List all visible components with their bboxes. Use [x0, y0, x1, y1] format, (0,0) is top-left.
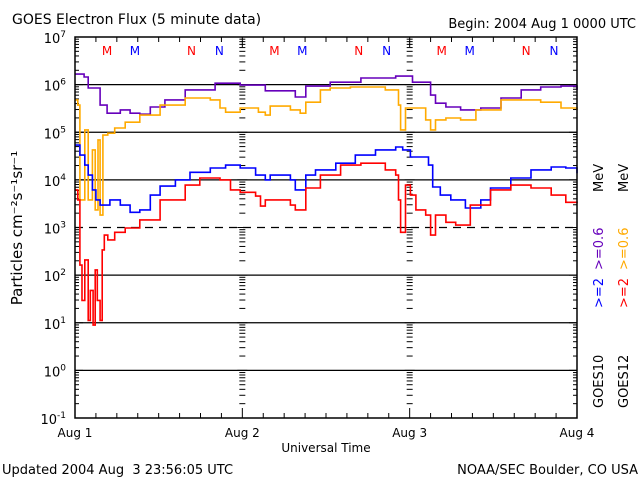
legend-unit-goes10: MeV — [592, 164, 607, 192]
y-tick-label: 10-1 — [40, 411, 66, 428]
updated-timestamp: Updated 2004 Aug 3 23:56:05 UTC — [2, 463, 233, 478]
series-goes10-2-mev — [75, 144, 578, 214]
legend-goes10: GOES10 — [592, 355, 607, 408]
y-tick-label: 107 — [44, 30, 66, 47]
legend: GOES10 GOES12 >=2 >=2 >=0.6 >=0.6 MeV Me… — [592, 164, 632, 408]
y-tick-label: 101 — [44, 316, 66, 333]
marker-n: N — [549, 44, 558, 58]
y-tick-labels: 107 106 105 104 103 102 101 100 10-1 — [40, 30, 66, 428]
series-goes12-2-mev — [75, 162, 578, 326]
y-tick-label: 100 — [44, 363, 67, 380]
marker-m: M — [464, 44, 474, 58]
plot-frame — [74, 36, 578, 419]
gridlines — [75, 84, 577, 371]
marker-n: N — [354, 44, 363, 58]
x-tick-label: Aug 2 — [225, 426, 260, 440]
x-tick-labels: Aug 1 Aug 2 Aug 3 Aug 4 — [58, 426, 595, 440]
chart-title: GOES Electron Flux (5 minute data) — [12, 12, 261, 28]
legend-goes12: GOES12 — [617, 355, 632, 408]
marker-n: N — [522, 44, 531, 58]
begin-label: Begin: 2004 Aug 1 0000 UTC — [448, 17, 636, 32]
legend-goes12-high: >=2 — [617, 278, 632, 308]
marker-n: N — [187, 44, 196, 58]
x-axis-label: Universal Time — [281, 441, 370, 455]
legend-goes10-high: >=2 — [592, 278, 607, 308]
y-tick-label: 106 — [44, 78, 67, 95]
y-tick-label: 104 — [44, 173, 67, 190]
y-tick-label: 102 — [44, 268, 66, 285]
series-goes12-0-6-mev — [75, 86, 578, 216]
marker-m: M — [130, 44, 140, 58]
marker-n: N — [215, 44, 224, 58]
x-tick-label: Aug 4 — [560, 426, 595, 440]
series-lines — [75, 73, 578, 326]
x-tick-label: Aug 1 — [58, 426, 93, 440]
legend-goes12-low: >=0.6 — [617, 228, 632, 270]
marker-m: M — [102, 44, 112, 58]
y-tick-label: 105 — [44, 125, 66, 142]
marker-n: N — [382, 44, 391, 58]
y-axis-label: Particles cm⁻²s⁻¹sr⁻¹ — [8, 151, 26, 305]
marker-m: M — [297, 44, 307, 58]
legend-goes10-low: >=0.6 — [592, 228, 607, 270]
marker-m: M — [269, 44, 279, 58]
y-tick-label: 103 — [44, 221, 66, 238]
credit-label: NOAA/SEC Boulder, CO USA — [457, 463, 638, 478]
x-tick-label: Aug 3 — [392, 426, 427, 440]
marker-m: M — [437, 44, 447, 58]
legend-unit-goes12: MeV — [617, 164, 632, 192]
series-goes10-0-6-mev — [75, 73, 578, 115]
